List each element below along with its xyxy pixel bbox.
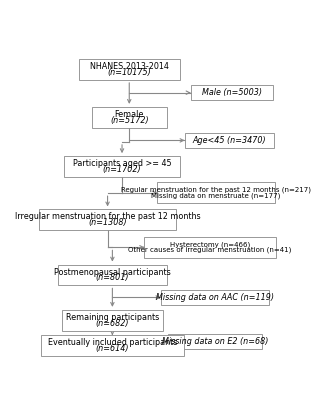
Text: Irregular menstruation for the past 12 months: Irregular menstruation for the past 12 m… [15, 212, 200, 222]
Text: Eventually included participants: Eventually included participants [48, 338, 177, 348]
FancyBboxPatch shape [185, 133, 274, 148]
Text: Male (n=5003): Male (n=5003) [202, 88, 262, 97]
FancyBboxPatch shape [191, 85, 273, 100]
FancyBboxPatch shape [160, 290, 269, 305]
Text: Other causes of irregular menstruation (n=41): Other causes of irregular menstruation (… [128, 247, 292, 254]
Text: NHANES 2013-2014: NHANES 2013-2014 [90, 62, 169, 71]
FancyBboxPatch shape [79, 59, 180, 80]
Text: (n=801): (n=801) [96, 274, 129, 282]
Text: (n=5172): (n=5172) [110, 116, 149, 125]
Text: Hysterectomy (n=466): Hysterectomy (n=466) [170, 241, 250, 248]
Text: Female: Female [114, 110, 144, 119]
Text: (n=1308): (n=1308) [88, 218, 127, 227]
Text: Age<45 (n=3470): Age<45 (n=3470) [193, 136, 266, 145]
Text: Missing data on AAC (n=119): Missing data on AAC (n=119) [156, 293, 274, 302]
Text: Postmenopausal participants: Postmenopausal participants [54, 268, 171, 276]
FancyBboxPatch shape [41, 335, 184, 356]
FancyBboxPatch shape [58, 264, 167, 286]
FancyBboxPatch shape [157, 182, 275, 203]
Text: Remaining participants: Remaining participants [66, 313, 159, 322]
FancyBboxPatch shape [144, 237, 276, 258]
Text: Regular menstruation for the past 12 months (n=217): Regular menstruation for the past 12 mon… [121, 186, 311, 193]
Text: Missing data on E2 (n=68): Missing data on E2 (n=68) [162, 337, 268, 346]
Text: Participants aged >= 45: Participants aged >= 45 [73, 159, 171, 168]
FancyBboxPatch shape [62, 310, 163, 331]
Text: Missing data on menstruate (n=177): Missing data on menstruate (n=177) [151, 192, 281, 199]
FancyBboxPatch shape [92, 107, 167, 128]
FancyBboxPatch shape [39, 209, 176, 230]
Text: (n=682): (n=682) [96, 319, 129, 328]
FancyBboxPatch shape [64, 156, 180, 177]
FancyBboxPatch shape [168, 334, 262, 349]
Text: (n=614): (n=614) [96, 344, 129, 353]
Text: (n=10175): (n=10175) [107, 68, 151, 77]
Text: (n=1702): (n=1702) [103, 165, 141, 174]
